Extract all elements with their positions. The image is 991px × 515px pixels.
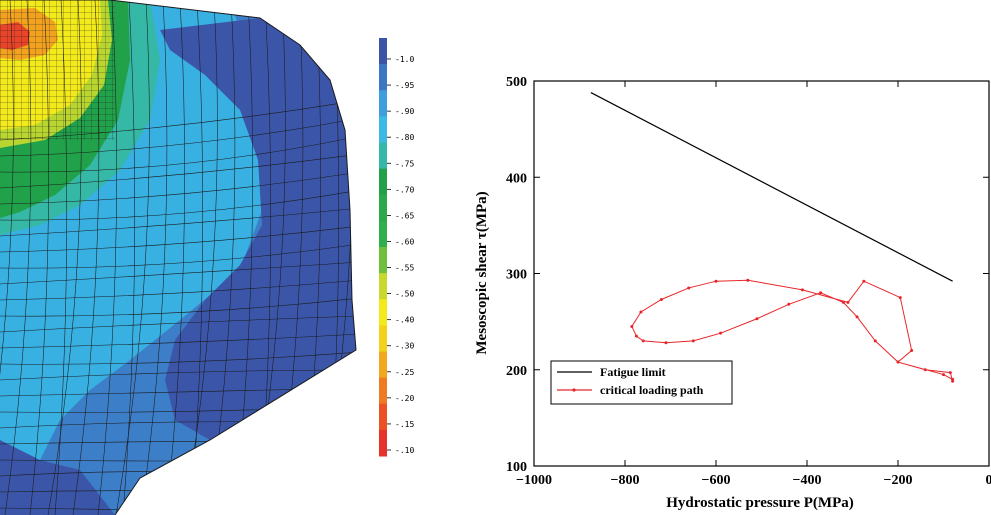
series-point-critical-loading-path (687, 286, 691, 290)
colorbar-segment (379, 168, 387, 196)
x-tick-label: −200 (884, 473, 913, 488)
series-point-critical-loading-path (630, 324, 634, 328)
colorbar-label: -.15 (395, 420, 414, 429)
colorbar-segment (379, 299, 387, 326)
colorbar-label: -.95 (395, 81, 414, 90)
series-point-critical-loading-path (746, 278, 750, 282)
colorbar-label: -.25 (395, 368, 414, 377)
colorbar-label: -.70 (395, 185, 414, 194)
x-tick-label: −800 (611, 473, 640, 488)
colorbar-segment (379, 90, 387, 117)
series-point-critical-loading-path (659, 297, 663, 301)
colorbar-label: -.20 (395, 394, 414, 403)
series-point-critical-loading-path (819, 291, 823, 295)
series-point-critical-loading-path (719, 331, 723, 335)
y-tick-label: 400 (506, 171, 527, 186)
x-tick-label: −400 (793, 473, 822, 488)
colorbar-label: -.65 (395, 211, 414, 220)
series-point-critical-loading-path (951, 379, 955, 383)
series-point-critical-loading-path (634, 334, 638, 338)
colorbar-segment (379, 377, 387, 405)
chart-legend: Fatigue limit critical loading path (550, 360, 733, 405)
series-point-critical-loading-path (873, 339, 877, 343)
colorbar-segment (379, 247, 387, 274)
axis-ticks (533, 80, 990, 467)
series-point-critical-loading-path (691, 339, 695, 343)
colorbar-segment (379, 403, 387, 431)
series-point-critical-loading-path (898, 296, 902, 300)
colorbar-segment (379, 194, 387, 222)
colorbar-segment (379, 429, 387, 457)
legend-label-fatigue-limit: Fatigue limit (600, 365, 666, 379)
series-point-critical-loading-path (862, 279, 866, 283)
part-outline (0, 0, 357, 515)
series-point-critical-loading-path (841, 300, 845, 304)
plot-frame (533, 80, 990, 467)
series-point-critical-loading-path (896, 360, 900, 364)
axis-tick-labels: −1000 −800 −600 −400 −200 0 100 200 300 400 500 (506, 75, 991, 488)
series-point-critical-loading-path (664, 341, 668, 345)
series-point-critical-loading-path (639, 310, 643, 314)
legend-label-critical-path: critical loading path (600, 383, 704, 397)
legend-marker-critical-path (572, 388, 576, 392)
legend-box (550, 360, 733, 405)
colorbar-label: -.10 (395, 446, 414, 455)
colorbar-segment (379, 351, 387, 379)
series-point-critical-loading-path (948, 371, 952, 375)
chart-series (590, 92, 955, 383)
series-point-critical-loading-path (846, 300, 850, 304)
colorbar-segment (379, 116, 387, 143)
series-line-fatigue-limit (590, 92, 953, 282)
series-point-critical-loading-path (910, 349, 914, 352)
colorbar-segment (379, 220, 387, 248)
colorbar-label: -.80 (395, 133, 414, 142)
x-axis-title: Hydrostatic pressure P(MPa) (666, 495, 853, 511)
series-point-critical-loading-path (755, 317, 759, 321)
y-axis-title: Mesoscopic shear τ(MPa) (474, 191, 490, 354)
series-point-critical-loading-path (942, 373, 945, 377)
colorbar-label: -.90 (395, 107, 414, 116)
fe-contour-plot (0, 0, 356, 515)
colorbar-segment (379, 64, 387, 91)
x-tick-label: −600 (702, 473, 731, 488)
y-tick-label: 500 (506, 75, 527, 90)
series-point-critical-loading-path (787, 302, 791, 306)
region-dark-blue-right (160, 18, 356, 440)
colorbar-label: -.55 (395, 264, 414, 273)
colorbar-label: -.75 (395, 159, 414, 168)
colorbar-label: -.30 (395, 342, 414, 351)
colorbar-legend: -1.0 -.95 -.90 -.80 -.75 -.70 -.65 -.60 -.55 -.50… (379, 38, 414, 457)
colorbar-label: -1.0 (395, 55, 414, 64)
colorbar-segment (379, 273, 387, 300)
series-point-critical-loading-path (714, 279, 718, 283)
colorbar-label: -.60 (395, 237, 414, 246)
colorbar-segment (379, 38, 387, 65)
colorbar-segment (379, 142, 387, 170)
shear-pressure-chart: −1000 −800 −600 −400 −200 0 100 200 300 400 500 Hy… (474, 75, 991, 511)
y-tick-label: 100 (506, 460, 527, 475)
x-tick-label: −1000 (516, 473, 552, 488)
series-point-critical-loading-path (800, 288, 804, 292)
series-point-critical-loading-path (923, 368, 927, 372)
colorbar-label: -.50 (395, 290, 414, 299)
y-tick-label: 300 (506, 268, 527, 283)
colorbar-label: -.40 (395, 316, 414, 325)
y-tick-label: 200 (506, 364, 527, 379)
series-point-critical-loading-path (855, 315, 859, 319)
series-point-critical-loading-path (641, 339, 645, 343)
mesh-fine-grid (0, 0, 115, 140)
x-tick-label: 0 (986, 473, 991, 488)
colorbar-segment (379, 325, 387, 352)
